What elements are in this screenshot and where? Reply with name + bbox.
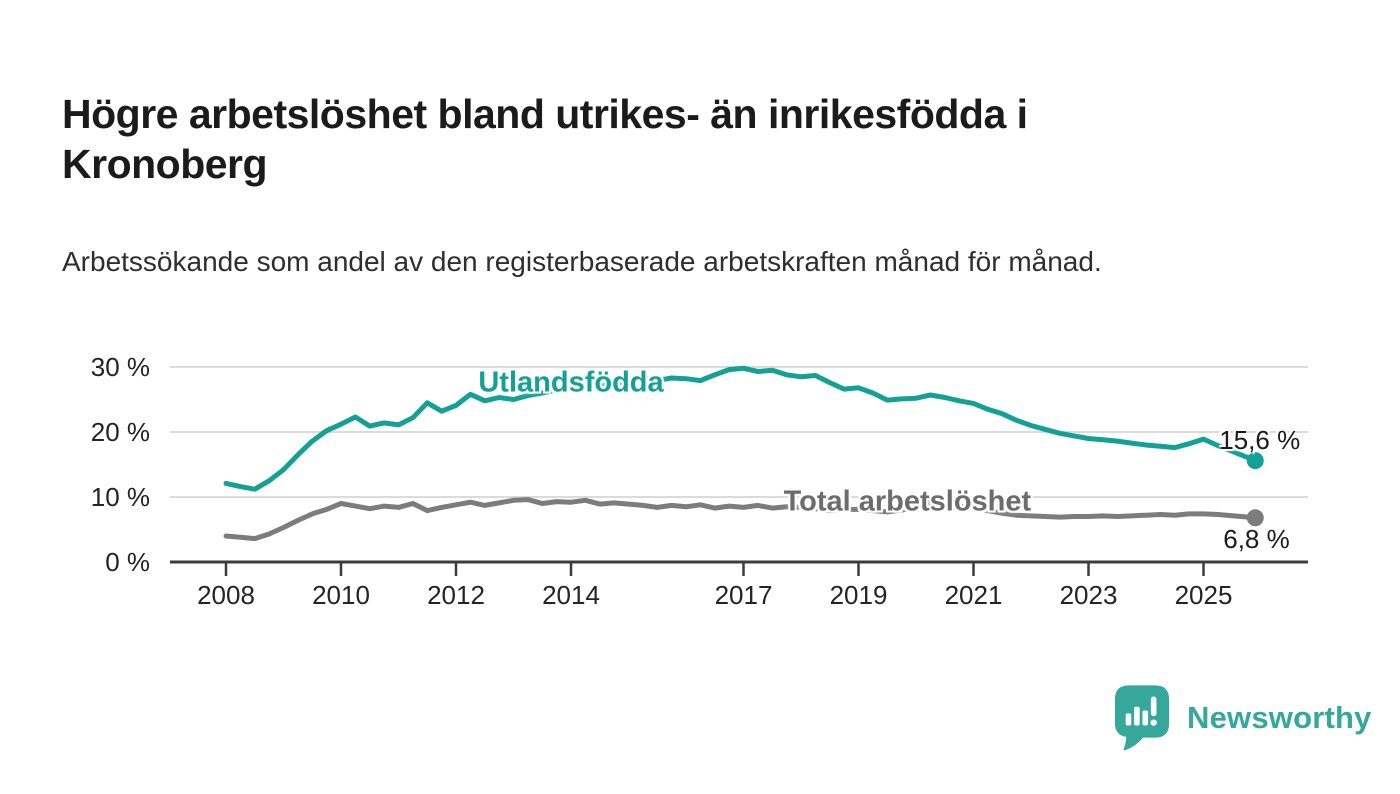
end-value-label-utlandsfodda: 15,6 % bbox=[1219, 424, 1301, 455]
series-line-utlandsfodda bbox=[223, 365, 1258, 492]
series-label-utlandsfodda: Utlandsfödda bbox=[478, 366, 664, 399]
y-axis-label-20: 20 % bbox=[90, 417, 150, 447]
bar-3 bbox=[1142, 710, 1149, 726]
x-axis-label-2008: 2008 bbox=[197, 580, 255, 610]
x-axis-label-2025: 2025 bbox=[1174, 580, 1233, 610]
x-axis-label-2021: 2021 bbox=[944, 580, 1003, 610]
series-end-dot-total bbox=[1246, 509, 1264, 527]
y-axis-label-0: 0 % bbox=[105, 547, 150, 577]
y-axis-label-10: 10 % bbox=[90, 482, 150, 512]
x-axis-label-2019: 2019 bbox=[829, 580, 888, 610]
bubble-shape bbox=[1114, 685, 1170, 751]
y-axis-label-30: 30 % bbox=[90, 352, 150, 382]
x-axis-label-2023: 2023 bbox=[1059, 580, 1118, 610]
bar-1 bbox=[1125, 713, 1132, 726]
chart-title: Högre arbetslöshet bland utrikes- än inr… bbox=[62, 91, 1028, 188]
x-axis-label-2017: 2017 bbox=[714, 580, 773, 610]
bar-2 bbox=[1134, 706, 1140, 726]
newsworthy-wordmark: Newsworthy bbox=[1187, 700, 1372, 735]
series-end-dot-utlandsfodda bbox=[1246, 452, 1264, 470]
series-line-total bbox=[223, 497, 1258, 542]
x-axis-label-2010: 2010 bbox=[312, 580, 370, 610]
newsworthy-logo: Newsworthy bbox=[1114, 684, 1372, 752]
exclamation-stroke bbox=[1150, 696, 1157, 717]
end-value-label-total: 6,8 % bbox=[1223, 523, 1290, 554]
exclamation-dot bbox=[1150, 719, 1157, 726]
x-axis-label-2012: 2012 bbox=[427, 580, 485, 610]
chart-speech-bubble-icon bbox=[1114, 685, 1170, 751]
x-axis-label-2014: 2014 bbox=[542, 580, 600, 610]
chart-subtitle: Arbetssökande som andel av den registerb… bbox=[62, 246, 1102, 277]
series-label-total: Total arbetslöshet bbox=[783, 485, 1032, 518]
